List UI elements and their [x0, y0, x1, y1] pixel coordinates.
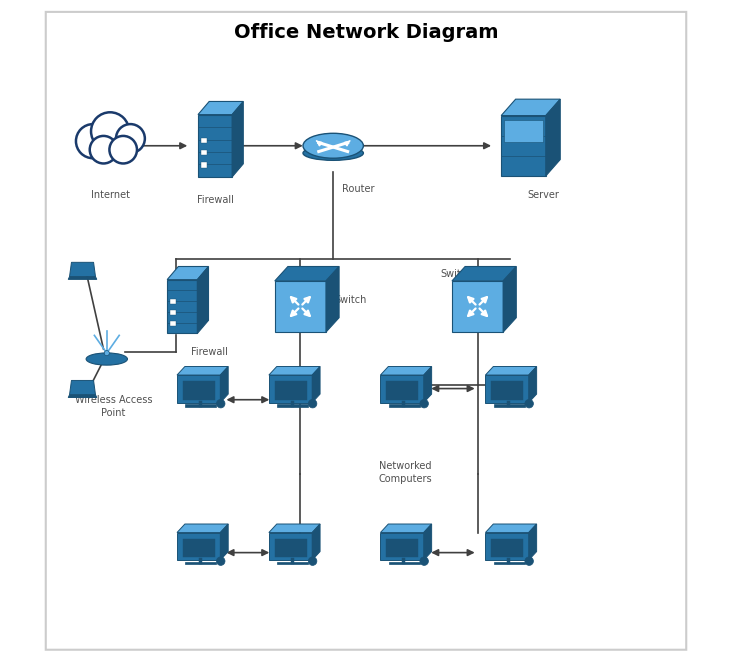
Polygon shape: [503, 266, 516, 332]
Polygon shape: [177, 524, 228, 532]
Polygon shape: [277, 404, 308, 407]
Polygon shape: [493, 404, 525, 407]
Polygon shape: [170, 321, 176, 326]
Polygon shape: [485, 375, 529, 403]
Text: Router: Router: [342, 184, 374, 194]
Text: Networked
Computers: Networked Computers: [378, 461, 432, 484]
Polygon shape: [177, 532, 220, 560]
Ellipse shape: [525, 399, 534, 408]
Polygon shape: [177, 366, 228, 375]
Ellipse shape: [308, 557, 317, 565]
Polygon shape: [485, 532, 529, 560]
Polygon shape: [274, 538, 307, 558]
Polygon shape: [185, 404, 216, 407]
Ellipse shape: [217, 399, 225, 408]
Polygon shape: [198, 115, 232, 177]
Polygon shape: [269, 524, 320, 532]
Polygon shape: [381, 532, 424, 560]
Polygon shape: [198, 101, 243, 115]
Polygon shape: [389, 404, 419, 407]
Text: Firewall: Firewall: [197, 195, 234, 205]
Polygon shape: [170, 299, 176, 304]
Polygon shape: [68, 395, 97, 397]
Polygon shape: [198, 266, 209, 333]
Polygon shape: [424, 366, 432, 403]
Ellipse shape: [420, 557, 428, 565]
Polygon shape: [501, 115, 546, 176]
Polygon shape: [491, 538, 523, 558]
FancyBboxPatch shape: [46, 12, 686, 650]
Polygon shape: [269, 366, 320, 375]
Polygon shape: [277, 561, 308, 564]
Text: Office Network Diagram: Office Network Diagram: [234, 22, 498, 42]
Ellipse shape: [525, 557, 534, 565]
Polygon shape: [485, 524, 537, 532]
Polygon shape: [70, 262, 95, 277]
Circle shape: [91, 112, 129, 150]
Polygon shape: [493, 561, 525, 564]
Polygon shape: [183, 381, 214, 400]
Polygon shape: [70, 380, 95, 395]
Polygon shape: [312, 366, 320, 403]
Polygon shape: [274, 381, 307, 400]
Circle shape: [109, 136, 137, 163]
Polygon shape: [201, 150, 206, 156]
Polygon shape: [452, 281, 503, 332]
Polygon shape: [177, 375, 220, 403]
Polygon shape: [501, 99, 560, 115]
Ellipse shape: [217, 557, 225, 565]
Polygon shape: [381, 375, 424, 403]
Circle shape: [90, 136, 117, 163]
Polygon shape: [452, 266, 516, 281]
Polygon shape: [274, 281, 326, 332]
Polygon shape: [326, 266, 339, 332]
Polygon shape: [312, 524, 320, 560]
Text: Internet: Internet: [91, 190, 130, 200]
Polygon shape: [529, 524, 537, 560]
Polygon shape: [269, 532, 312, 560]
Polygon shape: [185, 561, 216, 564]
Polygon shape: [167, 266, 209, 279]
Polygon shape: [183, 538, 214, 558]
Polygon shape: [386, 381, 418, 400]
Ellipse shape: [303, 133, 363, 158]
Polygon shape: [424, 524, 432, 560]
Ellipse shape: [420, 399, 428, 408]
Polygon shape: [529, 366, 537, 403]
Polygon shape: [491, 381, 523, 400]
Polygon shape: [201, 138, 206, 143]
Polygon shape: [68, 277, 97, 279]
Polygon shape: [546, 99, 560, 176]
Polygon shape: [381, 366, 432, 375]
Text: Switch: Switch: [335, 295, 367, 305]
Polygon shape: [381, 524, 432, 532]
Ellipse shape: [86, 353, 127, 365]
Text: Wireless Access
Point: Wireless Access Point: [75, 395, 152, 418]
Polygon shape: [504, 119, 542, 142]
Polygon shape: [220, 366, 228, 403]
Polygon shape: [389, 561, 419, 564]
Polygon shape: [170, 310, 176, 315]
Circle shape: [76, 124, 110, 158]
Text: Server: Server: [527, 190, 559, 200]
Polygon shape: [232, 101, 243, 177]
Circle shape: [116, 124, 145, 153]
Ellipse shape: [303, 146, 363, 160]
Polygon shape: [167, 279, 198, 333]
Polygon shape: [269, 375, 312, 403]
Ellipse shape: [308, 399, 317, 408]
Polygon shape: [274, 266, 339, 281]
Text: Firewall: Firewall: [191, 347, 228, 357]
Polygon shape: [485, 366, 537, 375]
Text: Switch: Switch: [440, 269, 472, 279]
Polygon shape: [201, 163, 206, 168]
Polygon shape: [220, 524, 228, 560]
Polygon shape: [386, 538, 418, 558]
Circle shape: [104, 351, 109, 356]
